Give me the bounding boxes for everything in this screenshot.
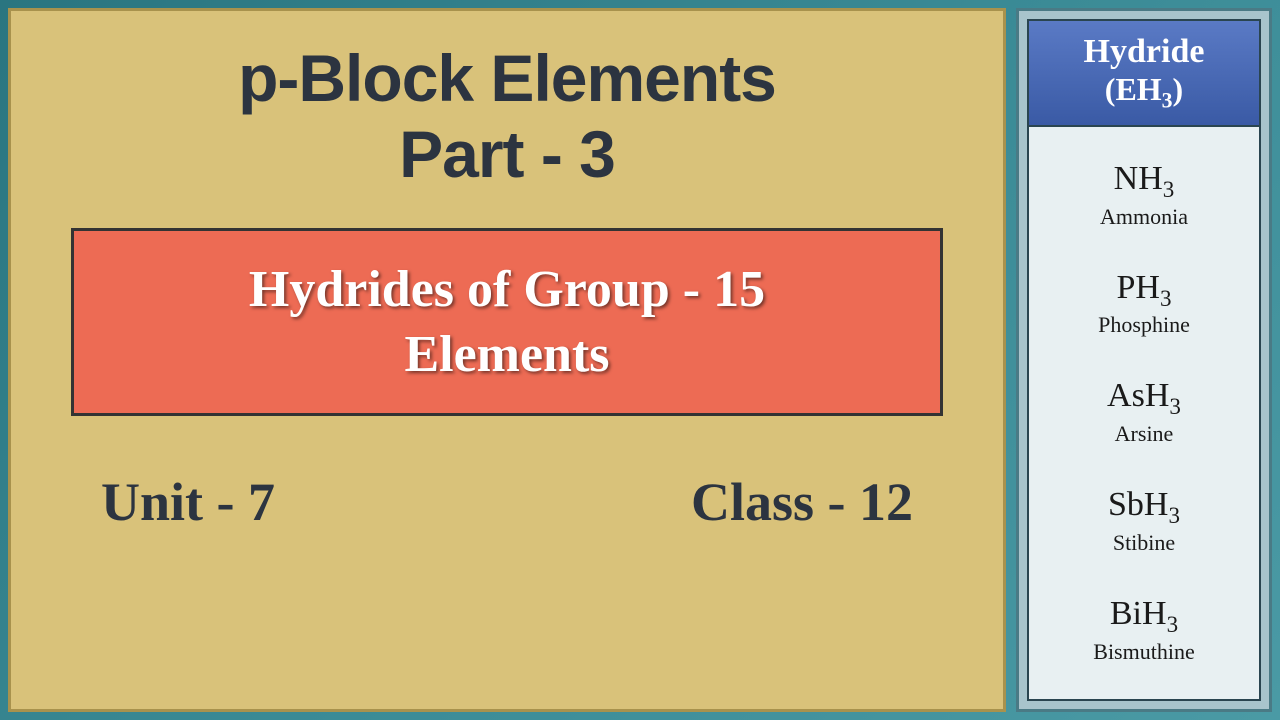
sidebar-header-suffix: )	[1173, 71, 1184, 107]
sidebar-panel: Hydride (EH3) NH3 Ammonia PH3 Phosphine …	[1016, 8, 1272, 712]
hydride-name: Bismuthine	[1039, 639, 1249, 665]
sidebar-header-sub: 3	[1162, 88, 1173, 112]
sidebar-header-prefix: (EH	[1105, 71, 1162, 107]
hydride-name: Arsine	[1039, 421, 1249, 447]
hydride-item: BiH3 Bismuthine	[1039, 597, 1249, 665]
hydride-item: SbH3 Stibine	[1039, 488, 1249, 556]
hydride-name: Phosphine	[1039, 312, 1249, 338]
hydride-formula: NH3	[1039, 162, 1249, 202]
title-block: p-Block Elements Part - 3	[238, 41, 776, 193]
hydride-item: AsH3 Arsine	[1039, 379, 1249, 447]
hydride-name: Stibine	[1039, 530, 1249, 556]
hydride-item: NH3 Ammonia	[1039, 162, 1249, 230]
sidebar-header-formula: (EH3)	[1039, 71, 1249, 113]
hydride-item: PH3 Phosphine	[1039, 271, 1249, 339]
sidebar-header: Hydride (EH3)	[1029, 21, 1259, 127]
hydride-formula: PH3	[1039, 271, 1249, 311]
subtitle-box: Hydrides of Group - 15 Elements	[71, 228, 943, 416]
unit-label: Unit - 7	[101, 471, 275, 533]
main-panel: p-Block Elements Part - 3 Hydrides of Gr…	[8, 8, 1006, 712]
subtitle-line-1: Hydrides of Group - 15	[104, 257, 910, 322]
sidebar-inner: Hydride (EH3) NH3 Ammonia PH3 Phosphine …	[1027, 19, 1261, 701]
subtitle-line-2: Elements	[104, 322, 910, 387]
title-line-2: Part - 3	[238, 117, 776, 193]
title-line-1: p-Block Elements	[238, 41, 776, 117]
sidebar-body: NH3 Ammonia PH3 Phosphine AsH3 Arsine Sb…	[1029, 127, 1259, 699]
hydride-formula: SbH3	[1039, 488, 1249, 528]
hydride-formula: AsH3	[1039, 379, 1249, 419]
class-label: Class - 12	[691, 471, 913, 533]
hydride-formula: BiH3	[1039, 597, 1249, 637]
sidebar-header-title: Hydride	[1039, 33, 1249, 71]
bottom-row: Unit - 7 Class - 12	[71, 471, 943, 533]
hydride-name: Ammonia	[1039, 204, 1249, 230]
